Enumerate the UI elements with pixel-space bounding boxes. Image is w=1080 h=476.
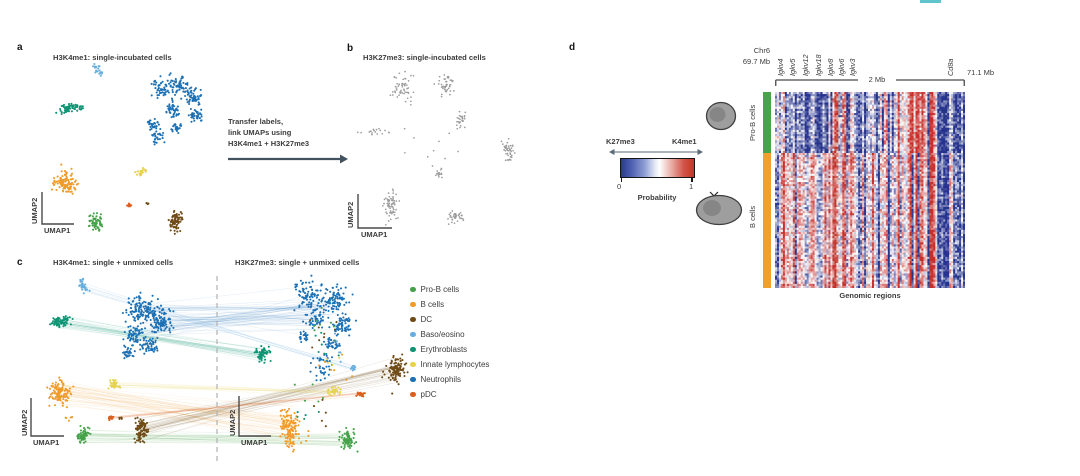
row-group-bar-b-cells [763, 153, 771, 288]
umap-a-xlabel: UMAP1 [44, 226, 71, 235]
panel-c-title-left: H3K4me1: single + unmixed cells [53, 258, 174, 267]
panel-d-letter: d [569, 42, 576, 53]
legend-item: Neutrophils [410, 372, 489, 387]
legend-label: Erythroblasts [420, 345, 468, 354]
panel-c-title-right: H3K27me3: single + unmixed cells [235, 258, 360, 267]
legend-dot-icon [410, 316, 416, 323]
legend-label: Innate lymphocytes [420, 360, 490, 369]
gene-label: Igkv6 [837, 58, 846, 76]
colorbar-left-label: K27me3 [606, 137, 635, 146]
chromosome-end-position: 71.1 Mb [967, 68, 995, 77]
chromosome-start-label: Chr6 69.7 Mb [710, 46, 770, 67]
gene-label: Igkv18 [814, 54, 823, 77]
legend-dot-icon [410, 301, 416, 308]
legend-item: Baso/eosino [410, 327, 489, 342]
panel-a-title: H3K4me1: single-incubated cells [53, 53, 172, 62]
legend-dot-icon [410, 361, 416, 368]
umap-b-ylabel: UMAP2 [346, 201, 355, 228]
gene-label: Igkv4 [776, 58, 785, 76]
transfer-arrow-icon [228, 154, 348, 164]
cropped-ui-sliver [920, 0, 941, 3]
pro-b-cell-icon [705, 101, 737, 131]
legend-dot-icon [410, 346, 416, 353]
legend-label: B cells [420, 300, 445, 309]
legend-item: Erythroblasts [410, 342, 489, 357]
legend-item: Innate lymphocytes [410, 357, 489, 372]
legend-dot-icon [410, 331, 416, 338]
gene-label: Igkv8 [826, 58, 835, 76]
transfer-annotation-line3: H3K4me1 + H3K27me3 [228, 139, 310, 148]
chromosome-start-position: 69.7 Mb [742, 56, 770, 66]
legend-item: B cells [410, 297, 489, 312]
transfer-annotation: Transfer labels, link UMAPs using H3K4me… [228, 116, 309, 149]
b-cell-icon [695, 191, 743, 226]
probability-heatmap [775, 92, 965, 288]
umap-b-xlabel: UMAP1 [361, 230, 388, 239]
panel-b-title: H3K27me3: single-incubated cells [363, 53, 486, 62]
probability-colorbar [620, 158, 695, 178]
chromosome-name: Chr6 [753, 46, 770, 55]
gene-label: Igkv3 [848, 58, 857, 76]
legend-label: Baso/eosino [420, 330, 465, 339]
umap-a-axes [41, 192, 74, 225]
legend-item: pDC [410, 387, 489, 402]
legend-dot-icon [410, 286, 416, 293]
colorbar-min: 0 [617, 182, 622, 191]
colorbar-max: 1 [689, 182, 694, 191]
colorbar-double-arrow-icon [609, 149, 703, 155]
legend-label: pDC [420, 390, 437, 399]
legend-item: Pro-B cells [410, 282, 489, 297]
umap-c-linked-plot [30, 274, 409, 462]
legend-label: DC [420, 315, 433, 324]
legend-label: Pro-B cells [420, 285, 460, 294]
legend-dot-icon [410, 376, 416, 383]
cell-type-legend: Pro-B cells B cells DC Baso/eosino Erythrobl… [410, 282, 489, 402]
umap-c-left-xlabel: UMAP1 [33, 438, 60, 447]
umap-c-left-ylabel: UMAP2 [20, 409, 29, 436]
cell-cartoons [695, 101, 743, 226]
legend-item: DC [410, 312, 489, 327]
umap-c-right-xlabel: UMAP1 [241, 438, 268, 447]
scale-bar-label: 2 Mb [858, 75, 896, 84]
gene-label: Igkv12 [801, 54, 810, 77]
panel-a-letter: a [17, 42, 23, 53]
row-label-b-cells: B cells [748, 205, 757, 228]
heatmap-xlabel: Genomic regions [839, 291, 901, 300]
umap-c-left-axes [30, 398, 64, 437]
transfer-annotation-line1: Transfer labels, [228, 117, 284, 126]
umap-b-axes [357, 194, 392, 229]
gene-label-cd8a: Cd8a [946, 58, 955, 76]
legend-label: Neutrophils [420, 375, 461, 384]
umap-c-right-ylabel: UMAP2 [228, 409, 237, 436]
gene-label: Igkv5 [788, 58, 797, 76]
umap-a-plot [41, 62, 203, 235]
umap-b-plot [356, 70, 516, 229]
legend-dot-icon [410, 391, 416, 398]
row-group-bar-pro-b [763, 92, 771, 153]
colorbar-right-label: K4me1 [672, 137, 697, 146]
panel-c-letter: c [17, 257, 23, 268]
colorbar-title: Probability [637, 193, 677, 202]
colorbar-tick-0 [620, 178, 622, 182]
umap-c-right-axes [238, 396, 271, 437]
umap-a-ylabel: UMAP2 [30, 197, 39, 224]
transfer-annotation-line2: link UMAPs using [228, 128, 292, 137]
panel-b-letter: b [347, 43, 354, 54]
row-label-pro-b-cells: Pro-B cells [748, 104, 757, 141]
colorbar-tick-1 [691, 178, 693, 182]
